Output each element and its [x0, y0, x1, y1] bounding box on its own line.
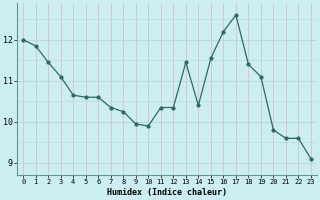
X-axis label: Humidex (Indice chaleur): Humidex (Indice chaleur)	[107, 188, 227, 197]
